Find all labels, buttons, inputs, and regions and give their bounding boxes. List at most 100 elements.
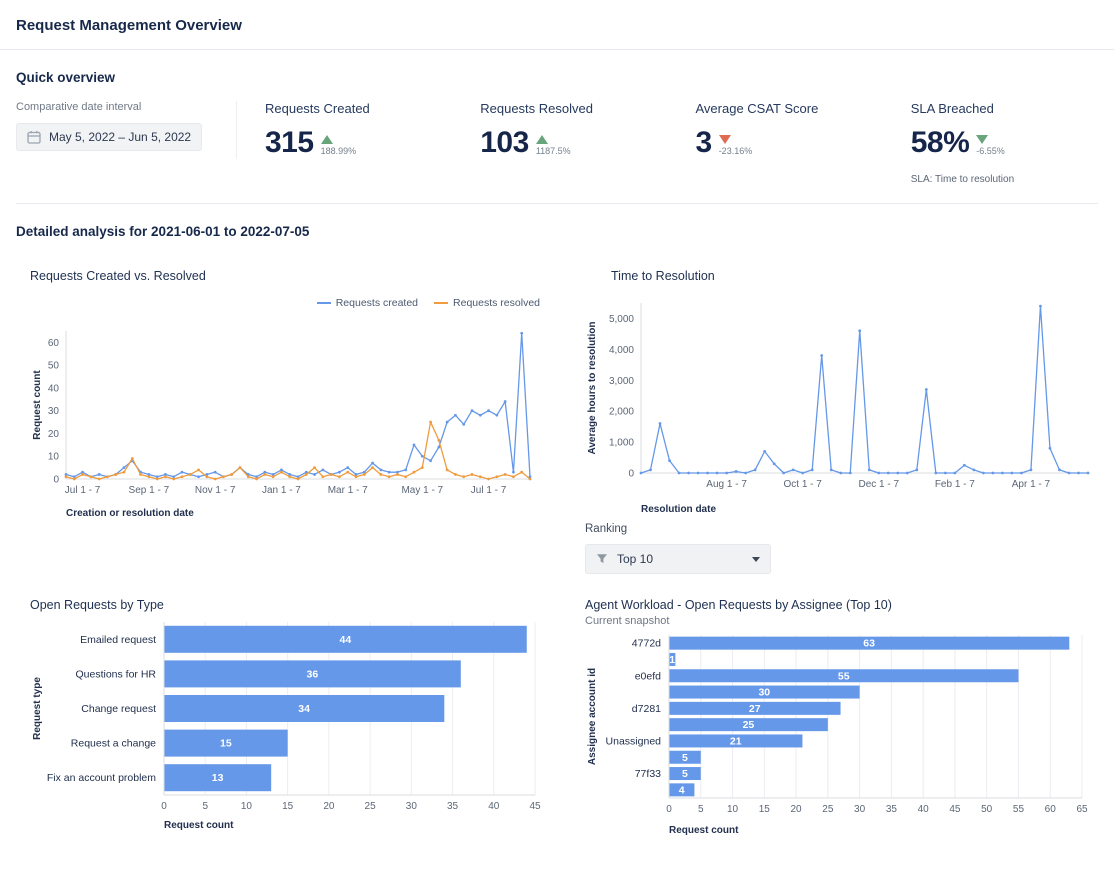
chart-subtitle: Current snapshot (585, 615, 670, 627)
svg-text:2,000: 2,000 (609, 407, 634, 418)
svg-text:20: 20 (48, 429, 60, 440)
kpi-average-csat: Average CSAT Score 3 -23.16% (668, 101, 883, 185)
svg-text:e0efd: e0efd (635, 670, 661, 682)
svg-text:Request count: Request count (669, 825, 739, 836)
svg-text:5: 5 (682, 752, 688, 764)
svg-text:34: 34 (298, 703, 310, 715)
svg-text:30: 30 (758, 687, 770, 699)
top-bar: Request Management Overview (0, 0, 1114, 49)
svg-text:Average hours to resolution: Average hours to resolution (587, 322, 598, 455)
svg-text:Oct 1 - 7: Oct 1 - 7 (784, 479, 823, 490)
sla-footnote: SLA: Time to resolution (910, 174, 1015, 185)
delta-up-icon (535, 135, 548, 144)
kpi-value: 3 (695, 126, 713, 159)
bar-chart-canvas: 0 5 10 15 20 25 30 35 40 45 50 55 60 65634772d155e0ef… (587, 635, 1088, 836)
svg-text:Jan 1 - 7: Jan 1 - 7 (262, 485, 301, 496)
kpi-delta-percent: 188.99% (320, 146, 357, 156)
svg-text:5,000: 5,000 (609, 314, 634, 325)
chevron-down-icon (752, 556, 760, 562)
svg-text:15: 15 (759, 804, 771, 815)
svg-text:20: 20 (323, 801, 335, 812)
svg-text:Dec 1 - 7: Dec 1 - 7 (858, 479, 899, 490)
ranking-dropdown[interactable]: Top 10 (585, 544, 771, 574)
svg-text:10: 10 (727, 804, 739, 815)
date-interval-picker[interactable]: May 5, 2022 – Jun 5, 2022 (16, 123, 203, 151)
divider (16, 203, 1098, 204)
delta-down-icon (976, 135, 989, 144)
svg-text:21: 21 (730, 735, 742, 747)
svg-text:Fix an account problem: Fix an account problem (47, 772, 156, 784)
svg-text:45: 45 (949, 804, 961, 815)
svg-text:5: 5 (698, 804, 704, 815)
ranking-control: Ranking Top 10 (585, 523, 771, 574)
chart-title: Time to Resolution (611, 269, 715, 283)
svg-text:Change request: Change request (81, 703, 156, 715)
chart-title: Agent Workload - Open Requests by Assign… (585, 598, 892, 612)
svg-text:Request type: Request type (32, 677, 43, 740)
svg-text:25: 25 (365, 801, 377, 812)
svg-text:25: 25 (743, 719, 755, 731)
svg-text:30: 30 (854, 804, 866, 815)
kpi-label: Average CSAT Score (695, 101, 819, 116)
svg-text:4,000: 4,000 (609, 345, 634, 356)
svg-text:Sep 1 - 7: Sep 1 - 7 (129, 485, 170, 496)
kpi-delta-percent: -6.55% (976, 146, 1005, 156)
svg-text:35: 35 (886, 804, 898, 815)
legend-item: Requests resolved (434, 297, 540, 309)
svg-text:30: 30 (406, 801, 418, 812)
svg-text:Jul 1 - 7: Jul 1 - 7 (471, 485, 507, 496)
svg-text:4: 4 (679, 784, 685, 796)
svg-text:Creation or resolution date: Creation or resolution date (66, 508, 194, 519)
delta-up-icon (320, 135, 333, 144)
detailed-analysis-heading: Detailed analysis for 2021-06-01 to 2022… (16, 224, 310, 239)
svg-text:0: 0 (628, 469, 634, 480)
comparative-date-interval: Comparative date interval May 5, 2022 – … (16, 101, 237, 159)
svg-text:Unassigned: Unassigned (606, 735, 662, 747)
svg-text:25: 25 (822, 804, 834, 815)
filter-icon (596, 553, 608, 565)
bar-chart-canvas: 0 5 10 15 20 25 30 35 40 45 44 Emailed request 36 Que… (32, 622, 541, 831)
svg-text:63: 63 (863, 638, 875, 650)
svg-text:65: 65 (1076, 804, 1088, 815)
calendar-icon (27, 130, 41, 144)
svg-text:Request a change: Request a change (71, 738, 156, 750)
svg-text:44: 44 (340, 634, 352, 646)
svg-text:40: 40 (488, 801, 500, 812)
chart-agent-workload: Agent Workload - Open Requests by Assign… (585, 598, 1098, 838)
delta-down-icon (718, 135, 731, 144)
svg-text:15: 15 (282, 801, 294, 812)
svg-text:Aug 1 - 7: Aug 1 - 7 (706, 479, 747, 490)
svg-text:15: 15 (220, 738, 232, 750)
svg-text:5: 5 (202, 801, 208, 812)
section-detailed-analysis: Detailed analysis for 2021-06-01 to 2022… (0, 204, 1114, 239)
kpi-row: Requests Created 315 188.99% Requests Re… (237, 101, 1098, 185)
svg-text:55: 55 (1013, 804, 1025, 815)
svg-text:Jul 1 - 7: Jul 1 - 7 (65, 485, 101, 496)
quick-overview-heading: Quick overview (16, 70, 116, 85)
kpi-label: Requests Resolved (480, 101, 593, 116)
line-chart-canvas: 0 10 20 30 40 50 60 Jul 1 - 7 Sep 1 - 7 Nov 1 - 7… (32, 331, 532, 519)
svg-text:10: 10 (241, 801, 253, 812)
date-interval-value: May 5, 2022 – Jun 5, 2022 (49, 130, 192, 144)
svg-text:0: 0 (161, 801, 167, 812)
svg-text:40: 40 (48, 383, 60, 394)
kpi-value: 103 (480, 126, 529, 159)
section-quick-overview: Quick overview Comparative date interval… (0, 50, 1114, 204)
kpi-value: 315 (265, 126, 314, 159)
svg-text:Resolution date: Resolution date (641, 504, 716, 515)
svg-text:May 1 - 7: May 1 - 7 (401, 485, 443, 496)
chart-open-requests-by-type: Open Requests by Type 0 5 10 15 20 25 30 35 40 45… (30, 598, 546, 833)
svg-text:77f33: 77f33 (635, 768, 661, 780)
svg-text:27: 27 (749, 703, 761, 715)
chart-time-to-resolution: Time to Resolution 0 1,000 2,000 3,000 4,000… (585, 269, 1098, 517)
legend-item: Requests created (316, 297, 418, 309)
kpi-value: 58% (910, 126, 970, 159)
kpi-label: SLA Breached (910, 101, 994, 116)
svg-text:0: 0 (53, 475, 59, 486)
svg-text:Request count: Request count (32, 370, 43, 440)
svg-text:35: 35 (447, 801, 459, 812)
kpi-requests-created: Requests Created 315 188.99% (237, 101, 452, 185)
ranking-value: Top 10 (617, 552, 654, 566)
svg-text:Assignee account id: Assignee account id (587, 668, 598, 765)
svg-text:d7281: d7281 (632, 703, 661, 715)
